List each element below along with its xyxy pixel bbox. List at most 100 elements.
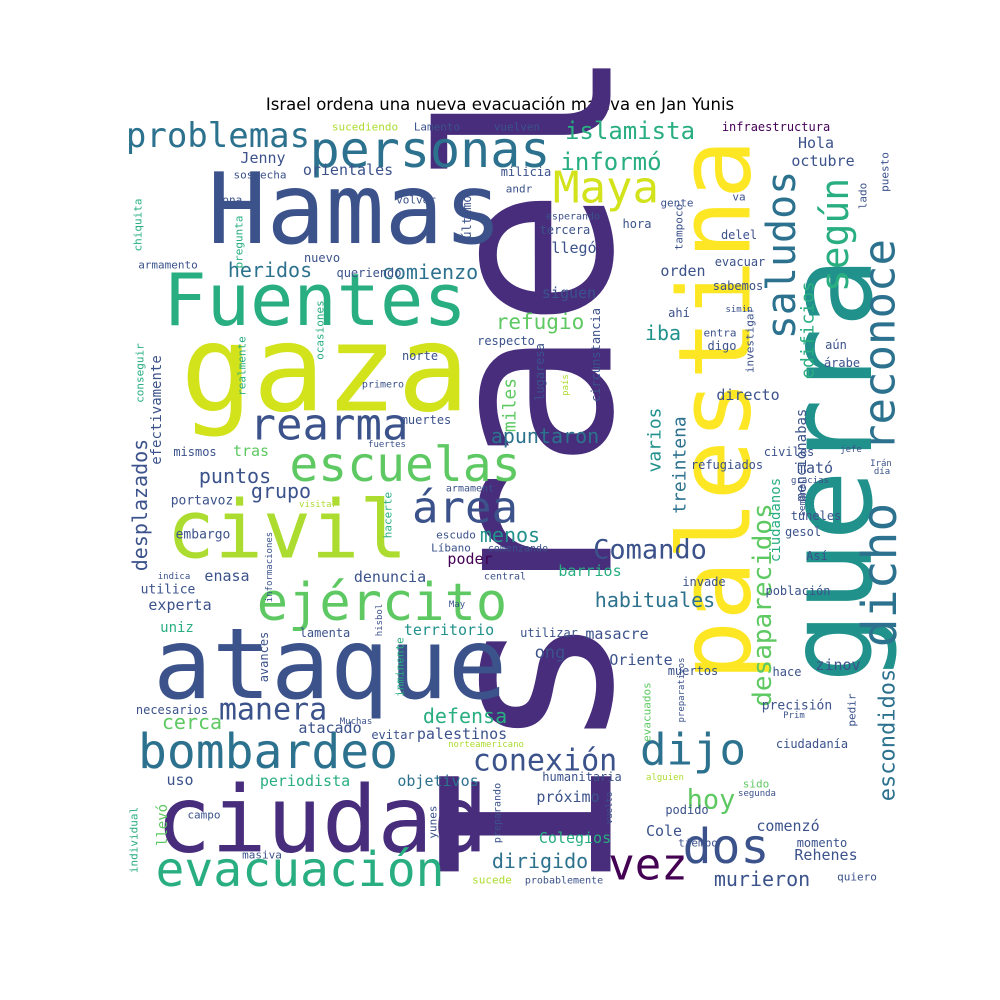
word-13: escuelas [289,437,520,493]
word-157: Líbano [431,542,471,555]
word-114: ciudadanía [776,737,848,751]
word-139: Lamento [414,121,460,134]
word-43: dirigido [492,849,588,873]
word-154: armament [446,484,494,495]
word-58: octubre [791,152,854,170]
word-122: avances [257,632,271,683]
word-127: investigar [744,307,757,374]
word-166: norteamericano [448,740,524,750]
word-72: masacre [585,625,648,643]
word-99: milicia [501,165,552,179]
word-20: área [412,483,518,534]
word-141: sucediendo [332,121,398,134]
word-71: territorio [404,621,494,639]
word-53: orden [660,262,705,280]
word-21: dijo [640,725,746,776]
word-10: dicho [852,503,908,648]
word-18: saludos [759,171,805,340]
word-137: volver [396,194,436,207]
word-33: heridos [228,258,312,282]
word-47: treintena [670,416,691,514]
word-160: indica [158,572,191,582]
word-41: cerca [162,710,222,734]
word-17: Maya [553,163,659,214]
word-66: Cole [646,822,682,840]
word-24: problemas [126,116,310,156]
word-181: pedir [846,693,859,726]
word-54: llegó [551,239,596,257]
word-77: enasa [204,567,249,585]
word-31: informó [560,148,661,176]
word-162: hisbol [375,604,385,637]
word-135: gente [660,197,693,210]
word-124: evitar [371,728,414,742]
word-78: uso [166,771,193,789]
word-12: ejército [257,573,507,633]
word-128: entra [703,327,736,340]
word-165: Muchas [340,717,373,727]
word-103: digo [708,339,737,353]
word-26: desaparecidos [748,503,778,707]
word-87: utilice [141,583,196,598]
word-177: quiero [837,871,877,884]
word-36: puntos [199,464,271,488]
word-70: experta [148,596,211,614]
word-91: muertes [401,413,452,427]
word-185: Irán [870,459,892,469]
word-56: directo [716,386,779,404]
word-45: desplazados [128,439,152,571]
word-98: hora [623,217,652,231]
word-44: murieron [714,867,810,891]
word-183: simin [725,305,752,315]
word-173: vuelto [605,792,615,825]
word-85: llevó [155,804,171,846]
word-169: muertos [668,664,719,678]
word-92: norte [402,349,438,363]
word-80: zinov [815,656,860,674]
word-74: barrios [558,562,621,580]
word-79: mató [797,459,833,477]
word-133: va [732,191,745,204]
word-86: uniz [160,620,194,636]
word-153: visitar [299,500,338,510]
word-149: realmente [236,336,249,396]
word-107: refugiados [691,458,763,472]
word-37: grupo [251,479,311,503]
word-94: nuevo [304,251,340,265]
word-69: denuncia [354,568,426,586]
word-97: tercera [540,223,591,237]
word-2: gaza [181,301,470,440]
word-5: ataque [153,608,507,722]
word-152: fuertes [368,440,406,450]
word-112: invade [682,575,725,589]
word-39: habituales [595,588,715,612]
word-134: tampoco [673,204,686,250]
word-150: primero [362,380,404,391]
word-148: ocasiones [314,300,327,360]
word-119: sido [743,778,770,791]
word-109: gesol [785,525,821,539]
word-95: queriendo [336,266,401,280]
word-180: masiva [242,849,282,862]
word-187: gracias [791,476,829,486]
word-59: orientales [303,161,393,179]
word-111: población [765,584,830,598]
word-163: May [449,600,466,610]
word-172: preparando [493,783,504,843]
word-145: armamento [138,259,198,272]
word-168: preparativos [677,657,687,722]
word-151: país [561,374,571,396]
word-117: momento [797,836,848,850]
word-178: individual [128,807,141,873]
word-186: día [874,467,890,477]
word-9: personas [310,121,551,179]
word-7: Fuentes [163,258,466,342]
word-38: menos [480,523,540,547]
word-140: vuelven [494,121,540,134]
word-106: civiles [764,445,815,459]
word-67: Rehenes [794,846,857,864]
word-147: conseguir [134,343,147,403]
word-104: aún [825,338,847,352]
word-64: próximo [536,788,599,806]
